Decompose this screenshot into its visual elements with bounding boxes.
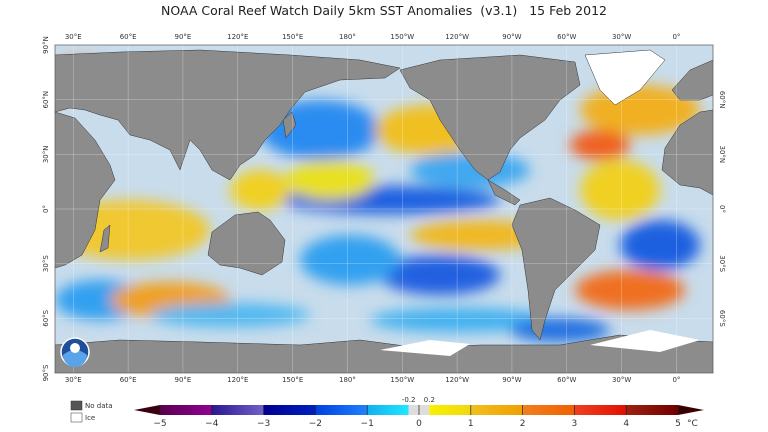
colorbar-tick-label: 2 (520, 419, 526, 429)
graticule (55, 45, 713, 373)
legend: No data Ice (70, 400, 113, 423)
madagascar (99, 224, 111, 253)
colorbar-tick-label: 4 (623, 419, 629, 429)
left-latitude-label: 90°S (42, 364, 50, 381)
bottom-longitude-label: 150°E (282, 376, 303, 384)
no-data-label: No data (85, 402, 113, 410)
map-title: NOAA Coral Reef Watch Daily 5km SST Anom… (160, 3, 607, 18)
colorbar-segment (522, 405, 575, 415)
colorbar-tick-label: −3 (257, 419, 270, 429)
bottom-longitude-label: 120°E (227, 376, 248, 384)
top-longitude-label: 60°E (120, 33, 137, 41)
colorbar-small-tick-label: -0.2 (402, 396, 416, 404)
colorbar-unit: °C (687, 419, 698, 429)
colorbar-tick-label: −4 (205, 419, 219, 429)
colorbar-segment (429, 405, 471, 415)
australia (207, 211, 286, 276)
africa-west (661, 109, 713, 196)
europe (671, 59, 713, 101)
bottom-longitude-label: 90°W (502, 376, 521, 384)
right-latitude-label: 60°S (718, 310, 726, 327)
south-america (511, 197, 601, 341)
ice-swatch (70, 412, 83, 423)
colorbar: −5 −4 −3 −2 −1 0 1 2 3 4 5 -0.2 0.2 °C (134, 396, 704, 429)
antarctica (55, 334, 713, 373)
colorbar-tick-label: −5 (153, 419, 166, 429)
land-masses (55, 49, 713, 373)
eurasia (55, 49, 401, 181)
colorbar-segment (160, 405, 212, 415)
bottom-longitude-label: 60°W (557, 376, 576, 384)
right-latitude-label: 0° (718, 205, 726, 213)
bottom-longitude-label: 0° (672, 376, 680, 384)
top-longitude-label: 0° (672, 33, 680, 41)
left-latitude-label: 30°N (42, 146, 50, 164)
right-latitude-label: 60°N (718, 91, 726, 109)
colorbar-tick-label: −2 (309, 419, 322, 429)
right-latitude-label: 30°S (718, 255, 726, 272)
colorbar-tick-label: 5 (675, 419, 681, 429)
left-latitude-label: 60°N (42, 91, 50, 109)
colorbar-segment (367, 405, 409, 415)
colorbar-tick-label: −1 (361, 419, 374, 429)
colorbar-over-arrow (678, 405, 704, 415)
colorbar-segment (263, 405, 316, 415)
left-latitude-label: 30°S (42, 255, 50, 272)
colorbar-segment (211, 405, 264, 415)
bottom-longitude-label: 120°W (445, 376, 469, 384)
colorbar-under-arrow (134, 405, 160, 415)
top-longitude-label: 90°E (175, 33, 192, 41)
top-longitude-label: 30°W (612, 33, 631, 41)
colorbar-small-tick-label: 0.2 (424, 396, 435, 404)
sea-ice (380, 330, 700, 356)
bottom-longitude-label: 150°W (390, 376, 414, 384)
left-latitude-label: 90°N (42, 36, 50, 54)
map-frame (54, 44, 714, 374)
top-longitude-label: 150°W (390, 33, 414, 41)
bottom-longitude-label: 60°E (120, 376, 137, 384)
bottom-longitude-label: 90°E (175, 376, 192, 384)
no-data-swatch (70, 400, 83, 411)
top-longitude-label: 60°W (557, 33, 576, 41)
noaa-logo (60, 337, 90, 367)
africa-east (55, 111, 116, 269)
colorbar-tick-label: 3 (572, 419, 578, 429)
bottom-longitude-label: 180° (339, 376, 356, 384)
colorbar-tick-label: 1 (468, 419, 474, 429)
bottom-longitude-label: 30°W (612, 376, 631, 384)
top-longitude-label: 90°W (502, 33, 521, 41)
top-longitude-label: 180° (339, 33, 356, 41)
bottom-longitude-label: 30°E (65, 376, 82, 384)
colorbar-segment (470, 405, 523, 415)
colorbar-tick-label: 0 (416, 419, 422, 429)
north-america (399, 54, 581, 181)
colorbar-segment (574, 405, 627, 415)
ice-label: Ice (85, 414, 95, 422)
right-latitude-label: 30°N (718, 146, 726, 164)
top-longitude-label: 120°W (445, 33, 469, 41)
top-longitude-label: 120°E (227, 33, 248, 41)
left-latitude-label: 60°S (42, 309, 50, 326)
colorbar-segment (315, 405, 368, 415)
greenland (584, 49, 666, 106)
left-latitude-label: 0° (42, 205, 50, 213)
colorbar-segment (626, 405, 678, 415)
top-longitude-label: 30°E (65, 33, 82, 41)
top-longitude-label: 150°E (282, 33, 303, 41)
